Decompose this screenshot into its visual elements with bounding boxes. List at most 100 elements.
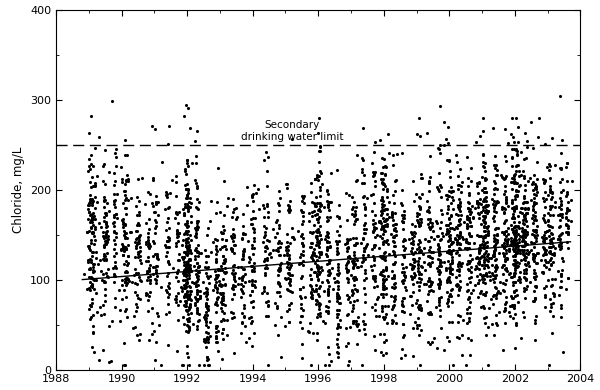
Point [358, 236, 367, 243]
Point [479, 204, 488, 211]
Point [376, 220, 386, 227]
Point [424, 247, 434, 253]
Point [133, 254, 143, 260]
Point [488, 196, 497, 202]
Point [377, 155, 387, 161]
Point [91, 216, 100, 222]
Point [473, 201, 482, 207]
Point [472, 254, 482, 260]
Point [473, 294, 482, 300]
Point [379, 291, 388, 297]
Point [378, 267, 388, 273]
Point [143, 230, 153, 236]
Point [359, 321, 368, 327]
Point [110, 273, 120, 279]
Point [454, 222, 463, 228]
Point [489, 238, 499, 244]
Point [371, 242, 380, 248]
Point [322, 244, 332, 250]
Point [504, 308, 514, 315]
Point [202, 300, 211, 306]
Point [519, 284, 529, 291]
Point [182, 195, 191, 201]
Point [557, 255, 566, 261]
Point [323, 234, 333, 240]
Point [86, 151, 96, 158]
Point [436, 313, 445, 319]
Point [360, 230, 370, 237]
Point [247, 317, 257, 324]
Point [452, 283, 461, 289]
Point [228, 196, 238, 202]
Point [370, 274, 379, 280]
Point [152, 251, 161, 257]
Point [493, 232, 502, 238]
Point [132, 228, 142, 234]
Point [370, 220, 380, 226]
Point [383, 206, 392, 213]
Point [384, 150, 394, 156]
Point [194, 269, 204, 275]
Point [134, 274, 143, 280]
Point [357, 168, 367, 175]
Point [556, 189, 565, 195]
Point [423, 291, 433, 297]
Point [86, 257, 96, 263]
Point [164, 261, 173, 268]
Point [229, 314, 239, 321]
Point [184, 262, 193, 269]
Point [118, 252, 128, 258]
Point [217, 267, 227, 273]
Point [425, 219, 435, 225]
Point [531, 186, 541, 193]
Point [511, 205, 521, 211]
Point [228, 230, 238, 237]
Point [416, 275, 425, 282]
Point [454, 263, 463, 269]
Point [377, 204, 386, 210]
Point [88, 295, 97, 301]
Point [131, 245, 141, 251]
Point [109, 170, 118, 176]
Point [184, 245, 193, 251]
Point [464, 294, 474, 300]
Point [481, 250, 490, 257]
Point [244, 254, 254, 260]
Point [151, 280, 161, 286]
Point [491, 236, 500, 242]
Point [563, 207, 572, 213]
Point [502, 239, 511, 245]
Point [84, 228, 94, 234]
Point [325, 199, 335, 206]
Point [311, 203, 321, 209]
Point [435, 262, 445, 268]
Point [525, 279, 535, 285]
Point [425, 254, 434, 261]
Point [197, 250, 206, 256]
Point [275, 283, 285, 289]
Point [562, 206, 572, 213]
Point [190, 262, 199, 269]
Point [313, 277, 323, 283]
Point [171, 274, 181, 280]
Point [361, 275, 371, 281]
Point [239, 313, 249, 319]
Point [509, 279, 519, 285]
Point [409, 233, 419, 239]
Point [398, 226, 408, 232]
Point [466, 223, 476, 229]
Point [238, 211, 248, 217]
Point [511, 230, 520, 236]
Point [515, 232, 524, 239]
Point [275, 268, 284, 275]
Point [546, 238, 556, 245]
Point [501, 229, 511, 235]
Point [296, 250, 306, 257]
Point [193, 296, 202, 302]
Point [509, 305, 519, 311]
Point [350, 211, 360, 218]
Point [479, 234, 488, 240]
Point [444, 293, 454, 299]
Point [370, 275, 379, 282]
Point [529, 232, 538, 238]
